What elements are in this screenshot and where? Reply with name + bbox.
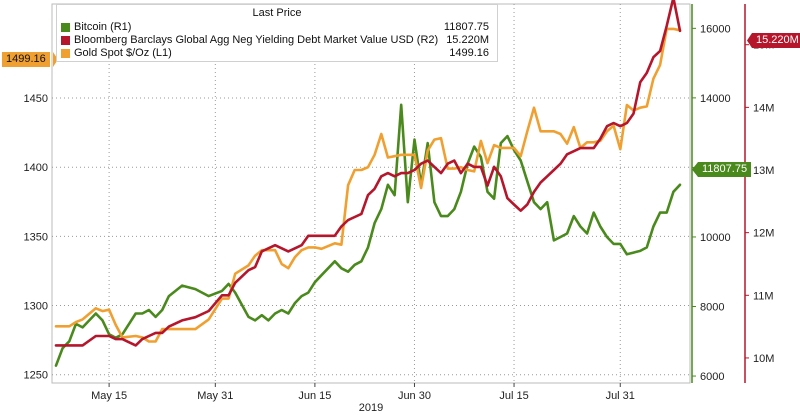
legend-header: Last Price (252, 7, 302, 19)
y-left-tick-label: 1400 (24, 162, 48, 174)
legend-item-bitcoin: Bitcoin (R1) 11807.75 (61, 21, 489, 34)
y-right1-tick-label: 6000 (700, 371, 724, 383)
x-tick-label: Jul 31 (606, 390, 635, 402)
x-axis-year-label: 2019 (359, 402, 383, 414)
y-right2-tick-label: 10M (753, 353, 774, 365)
negdebt-tag-arrow (747, 33, 752, 48)
legend-value-negdebt: 15.220M (446, 34, 489, 46)
y-right1-tick-label: 14000 (700, 93, 731, 105)
y-left-tick-label: 1250 (24, 370, 48, 382)
x-tick-label: Jun 30 (398, 390, 431, 402)
y-left-tick-label: 1350 (24, 231, 48, 243)
legend-label-gold: Gold Spot $/Oz (L1) (74, 47, 172, 59)
x-tick-label: Jun 15 (298, 390, 331, 402)
y-right1-tick-label: 16000 (700, 23, 731, 35)
negdebt-last-price-tag: 15.220M (752, 33, 800, 48)
x-tick-label: Jul 15 (499, 390, 528, 402)
bitcoin-tag-arrow (692, 162, 698, 177)
legend-item-negdebt: Bloomberg Barclays Global Agg Neg Yieldi… (61, 34, 489, 47)
legend-label-bitcoin: Bitcoin (R1) (74, 21, 132, 33)
y-right2-tick-label: 14M (753, 102, 774, 114)
y-right2-tick-label: 12M (753, 228, 774, 240)
y-right1-tick-label: 8000 (700, 302, 724, 314)
legend-label-negdebt: Bloomberg Barclays Global Agg Neg Yieldi… (74, 34, 439, 46)
x-tick-label: May 15 (91, 390, 127, 402)
legend-item-gold: Gold Spot $/Oz (L1) 1499.16 (61, 47, 489, 60)
series-line-bitcoin (54, 103, 682, 367)
bitcoin-last-price-tag: 11807.75 (698, 162, 752, 177)
y-left-tick-label: 1450 (24, 93, 48, 105)
y-right1-tick-label: 10000 (700, 232, 731, 244)
legend-value-bitcoin: 11807.75 (443, 21, 489, 33)
legend-swatch-gold (61, 49, 70, 58)
y-right2-tick-label: 13M (753, 165, 774, 177)
gold-tag-arrow (53, 52, 58, 67)
legend: Last Price Bitcoin (R1) 11807.75 Bloombe… (56, 4, 498, 62)
legend-swatch-negdebt (61, 36, 70, 45)
legend-swatch-bitcoin (61, 23, 70, 32)
y-left-tick-label: 1300 (24, 301, 48, 313)
y-right2-tick-label: 11M (753, 290, 774, 302)
gold-last-price-tag: 1499.16 (2, 52, 50, 67)
series-line-gold (54, 27, 682, 343)
legend-value-gold: 1499.16 (449, 47, 489, 59)
x-tick-label: May 31 (197, 390, 233, 402)
series-line-negdebt (54, 0, 682, 347)
